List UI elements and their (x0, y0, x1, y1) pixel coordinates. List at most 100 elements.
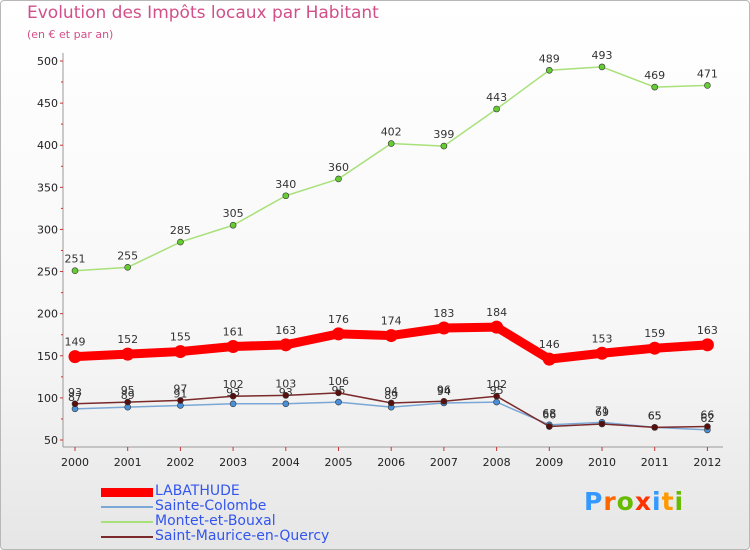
y-tick-label: 150 (37, 350, 58, 363)
data-point (332, 327, 345, 341)
data-point (437, 321, 451, 335)
proxiti-logo: Proxiti (584, 487, 684, 516)
y-tick-label: 350 (37, 181, 58, 194)
chart-subtitle: (en € et par an) (27, 28, 114, 41)
x-tick-label: 2012 (693, 456, 721, 469)
data-label: 69 (595, 406, 609, 419)
legend-swatch (101, 487, 153, 497)
y-tick-label: 100 (37, 392, 58, 405)
logo-letter: x (634, 487, 652, 516)
data-label: 66 (542, 409, 556, 422)
data-point (651, 424, 659, 431)
y-tick-label: 500 (37, 55, 58, 68)
data-label: 402 (381, 126, 402, 139)
data-point (440, 142, 448, 150)
data-point (545, 423, 553, 430)
data-point (387, 399, 395, 407)
data-label: 106 (328, 375, 349, 388)
y-tick-label: 400 (37, 139, 58, 152)
data-label: 399 (433, 128, 454, 141)
data-point (124, 398, 131, 406)
data-label: 184 (486, 306, 507, 319)
y-tick-label: 300 (37, 223, 58, 236)
data-point (177, 397, 184, 404)
data-label: 89 (384, 389, 398, 402)
data-label: 62 (700, 412, 714, 425)
legend-label: Saint-Maurice-en-Quercy (155, 528, 330, 544)
data-label: 469 (644, 69, 665, 82)
data-label: 174 (381, 315, 402, 328)
data-label: 94 (384, 385, 398, 398)
data-label: 340 (275, 178, 296, 191)
data-label: 91 (173, 387, 187, 400)
data-point (493, 398, 500, 406)
y-tick-label: 450 (37, 97, 58, 110)
data-point (545, 66, 553, 74)
data-label: 95 (121, 384, 135, 397)
x-tick-label: 2002 (166, 456, 194, 469)
data-label: 493 (592, 49, 613, 62)
data-point (121, 347, 135, 361)
series-line-montet-et-bouxal (74, 66, 709, 272)
data-label: 176 (328, 313, 349, 326)
data-point (440, 397, 448, 405)
data-label: 65 (648, 409, 662, 422)
data-point (335, 398, 342, 406)
data-point (493, 105, 500, 113)
logo-letter: t (661, 487, 675, 516)
x-tick-label: 2000 (61, 456, 89, 469)
legend-swatch (101, 536, 153, 538)
legend-label: Sainte-Colombe (155, 498, 267, 514)
data-point (229, 400, 237, 408)
data-label: 251 (65, 253, 86, 266)
logo-letter: i (674, 487, 685, 516)
x-tick-label: 2001 (114, 456, 142, 469)
data-point (226, 340, 240, 354)
data-label: 360 (328, 161, 349, 174)
x-tick-label: 2008 (483, 456, 511, 469)
data-point (71, 400, 79, 408)
legend-swatch (101, 506, 153, 508)
chart-title: Evolution des Impôts locaux par Habitant (27, 3, 379, 23)
data-label: 159 (644, 327, 665, 340)
data-label: 163 (275, 324, 296, 337)
data-point (595, 346, 609, 360)
data-label: 89 (121, 389, 135, 402)
data-label: 66 (700, 409, 714, 422)
logo-letter: P (584, 487, 604, 516)
data-point (704, 82, 711, 89)
x-tick-label: 2010 (588, 456, 616, 469)
data-point (542, 352, 556, 366)
data-label: 163 (697, 324, 718, 337)
data-label: 93 (68, 386, 82, 399)
y-tick-label: 250 (37, 266, 58, 279)
data-point (490, 320, 504, 334)
data-point (173, 345, 187, 359)
data-label: 71 (595, 404, 609, 417)
data-label: 149 (65, 336, 86, 349)
data-label: 152 (117, 333, 138, 346)
data-label: 305 (223, 207, 244, 220)
data-label: 183 (433, 307, 454, 320)
data-point (335, 389, 342, 397)
data-label: 97 (173, 382, 187, 395)
data-label: 103 (275, 377, 296, 390)
data-label: 95 (490, 384, 504, 397)
legend-label: Montet-et-Bouxal (155, 513, 276, 529)
legend-swatch (101, 521, 153, 523)
x-tick-label: 2011 (641, 456, 669, 469)
data-label: 102 (486, 378, 507, 391)
data-point (384, 329, 398, 343)
data-point (71, 267, 79, 275)
data-label: 87 (68, 391, 82, 404)
data-point (598, 420, 606, 428)
x-tick-label: 2003 (219, 456, 247, 469)
data-point (229, 221, 237, 229)
data-label: 443 (486, 91, 507, 104)
data-point (282, 392, 290, 399)
data-point (68, 350, 82, 364)
data-point (335, 175, 342, 183)
data-point (229, 392, 237, 400)
